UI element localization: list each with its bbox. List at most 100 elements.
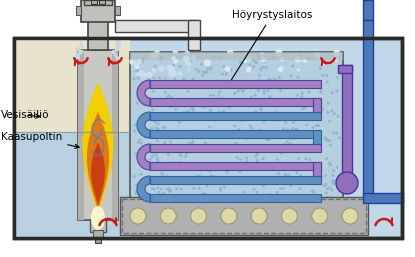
Circle shape	[333, 200, 336, 204]
Circle shape	[154, 50, 160, 56]
Circle shape	[134, 198, 137, 201]
Circle shape	[146, 149, 149, 152]
Circle shape	[141, 102, 144, 105]
Circle shape	[156, 104, 159, 107]
Circle shape	[338, 136, 341, 139]
Circle shape	[151, 187, 154, 190]
Circle shape	[261, 57, 266, 62]
Circle shape	[183, 56, 190, 62]
Circle shape	[293, 137, 295, 140]
Circle shape	[278, 66, 281, 69]
Circle shape	[204, 141, 207, 144]
Bar	[93, 230, 103, 238]
Circle shape	[278, 162, 281, 165]
Circle shape	[303, 197, 306, 200]
Circle shape	[156, 122, 159, 125]
Bar	[15, 132, 130, 237]
Bar	[150, 130, 321, 138]
Circle shape	[234, 98, 237, 101]
Bar	[81, 0, 115, 22]
Circle shape	[158, 76, 161, 79]
Circle shape	[259, 69, 262, 71]
Circle shape	[188, 136, 191, 139]
Bar	[91, 0, 97, 4]
Circle shape	[198, 117, 202, 120]
Bar	[76, 6, 81, 15]
Circle shape	[252, 188, 256, 191]
Circle shape	[139, 139, 142, 141]
Circle shape	[164, 91, 167, 94]
Circle shape	[330, 188, 334, 191]
Circle shape	[332, 182, 335, 186]
Circle shape	[161, 131, 164, 134]
Circle shape	[137, 141, 140, 144]
Circle shape	[144, 182, 146, 186]
Bar	[150, 80, 321, 88]
Circle shape	[335, 132, 338, 135]
Circle shape	[225, 73, 228, 76]
Circle shape	[303, 107, 306, 110]
Circle shape	[296, 128, 299, 131]
Circle shape	[316, 148, 319, 151]
Circle shape	[218, 87, 221, 90]
Circle shape	[201, 168, 204, 171]
Circle shape	[311, 126, 314, 129]
Circle shape	[152, 152, 156, 155]
Circle shape	[254, 113, 257, 116]
Circle shape	[161, 172, 164, 175]
Circle shape	[272, 56, 275, 59]
Circle shape	[328, 139, 331, 142]
Circle shape	[206, 64, 209, 66]
Circle shape	[331, 181, 334, 183]
Circle shape	[297, 80, 300, 83]
Circle shape	[301, 104, 304, 107]
Circle shape	[237, 90, 239, 93]
Circle shape	[288, 146, 291, 149]
Circle shape	[325, 182, 327, 186]
Circle shape	[150, 83, 153, 86]
Circle shape	[263, 133, 266, 136]
Circle shape	[279, 89, 282, 92]
Circle shape	[205, 200, 208, 204]
Circle shape	[229, 115, 232, 118]
Circle shape	[265, 79, 268, 82]
Circle shape	[135, 183, 138, 186]
Circle shape	[275, 111, 278, 114]
Circle shape	[260, 52, 264, 56]
Circle shape	[169, 67, 175, 72]
Circle shape	[161, 80, 164, 83]
Circle shape	[149, 134, 152, 136]
Circle shape	[251, 148, 255, 151]
Circle shape	[154, 65, 156, 68]
Circle shape	[216, 79, 219, 82]
Circle shape	[292, 121, 295, 124]
Circle shape	[251, 144, 254, 147]
Circle shape	[220, 57, 222, 60]
Circle shape	[281, 98, 283, 101]
Circle shape	[262, 157, 265, 160]
Circle shape	[271, 167, 273, 170]
Circle shape	[227, 98, 230, 102]
Circle shape	[186, 61, 190, 66]
Bar	[99, 0, 105, 4]
Circle shape	[305, 123, 308, 126]
Circle shape	[186, 90, 189, 93]
Circle shape	[144, 135, 146, 138]
Bar	[363, 0, 373, 20]
Circle shape	[154, 53, 159, 58]
Circle shape	[171, 60, 174, 63]
Circle shape	[268, 95, 271, 98]
Circle shape	[163, 100, 166, 103]
Circle shape	[312, 143, 315, 145]
Circle shape	[193, 111, 195, 114]
Circle shape	[246, 137, 249, 140]
Circle shape	[152, 90, 155, 93]
Circle shape	[316, 104, 319, 107]
Circle shape	[261, 56, 264, 59]
Circle shape	[289, 137, 292, 140]
Circle shape	[282, 127, 285, 130]
Circle shape	[234, 116, 238, 119]
Circle shape	[156, 157, 159, 160]
Circle shape	[115, 40, 121, 46]
Circle shape	[154, 120, 157, 123]
